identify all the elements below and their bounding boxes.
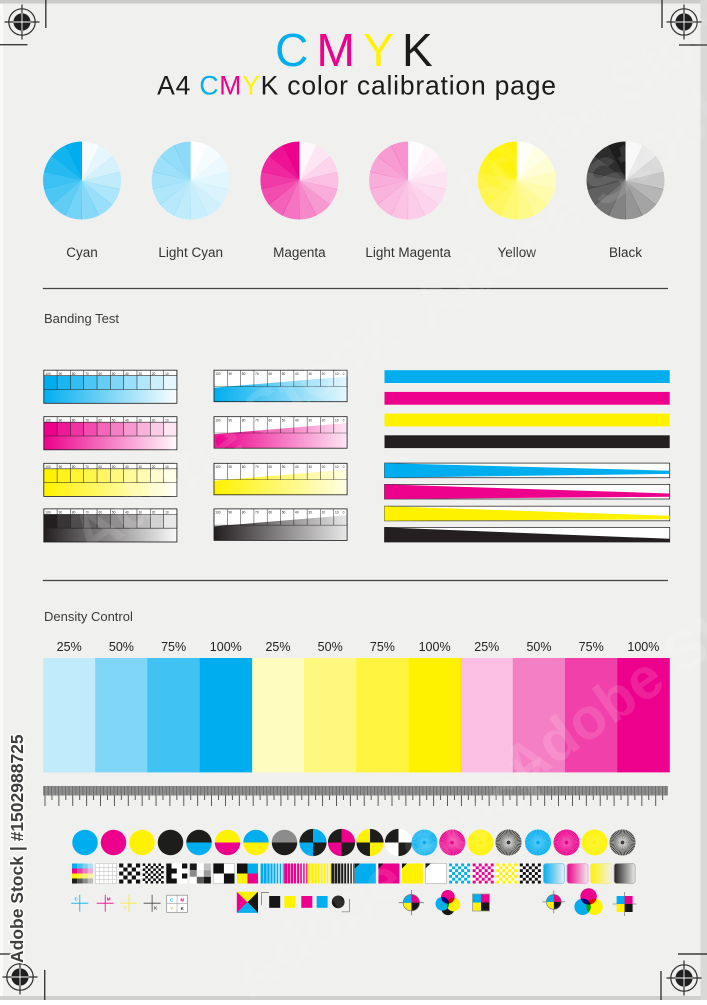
svg-text:10: 10 — [165, 372, 169, 376]
svg-text:30: 30 — [138, 418, 142, 422]
svg-text:50%: 50% — [109, 640, 134, 654]
svg-text:90: 90 — [229, 372, 233, 376]
svg-text:30: 30 — [308, 511, 312, 515]
svg-text:50: 50 — [282, 511, 286, 515]
svg-text:100: 100 — [45, 372, 51, 376]
svg-text:Y: Y — [170, 906, 173, 911]
svg-text:50: 50 — [112, 465, 116, 469]
svg-text:70: 70 — [85, 465, 89, 469]
svg-text:70: 70 — [255, 465, 259, 469]
svg-text:40: 40 — [295, 465, 299, 469]
svg-text:Black: Black — [609, 245, 642, 260]
svg-text:Banding Test: Banding Test — [44, 311, 119, 326]
svg-text:20: 20 — [322, 465, 326, 469]
svg-text:10: 10 — [165, 418, 169, 422]
svg-text:Y: Y — [124, 906, 127, 911]
svg-text:100%: 100% — [210, 640, 242, 654]
svg-text:Cyan: Cyan — [66, 245, 98, 260]
svg-text:60: 60 — [268, 511, 272, 515]
svg-text:M: M — [180, 898, 184, 903]
svg-text:Adobe Stock | #1502988725: Adobe Stock | #1502988725 — [7, 734, 27, 963]
svg-text:40: 40 — [295, 511, 299, 515]
svg-text:25%: 25% — [265, 640, 290, 654]
svg-text:20: 20 — [322, 511, 326, 515]
svg-text:20: 20 — [152, 372, 156, 376]
svg-text:60: 60 — [268, 465, 272, 469]
svg-text:50: 50 — [112, 418, 116, 422]
svg-text:50%: 50% — [526, 640, 551, 654]
svg-text:60: 60 — [99, 418, 103, 422]
svg-text:10: 10 — [335, 465, 339, 469]
svg-text:60: 60 — [99, 372, 103, 376]
svg-text:90: 90 — [59, 418, 63, 422]
svg-text:CMYK: CMYK — [275, 24, 441, 76]
svg-text:30: 30 — [308, 465, 312, 469]
svg-text:10: 10 — [335, 511, 339, 515]
svg-text:75%: 75% — [370, 640, 395, 654]
svg-text:50: 50 — [282, 465, 286, 469]
svg-text:80: 80 — [72, 465, 76, 469]
svg-text:M: M — [107, 897, 111, 902]
svg-text:30: 30 — [138, 372, 142, 376]
svg-text:25%: 25% — [474, 640, 499, 654]
svg-text:Light Cyan: Light Cyan — [158, 245, 223, 260]
svg-text:100%: 100% — [419, 640, 451, 654]
svg-text:0: 0 — [343, 511, 345, 515]
svg-text:40: 40 — [125, 418, 129, 422]
svg-text:60: 60 — [99, 465, 103, 469]
svg-text:90: 90 — [59, 372, 63, 376]
svg-text:0: 0 — [343, 418, 345, 422]
svg-text:0: 0 — [343, 465, 345, 469]
svg-text:100: 100 — [45, 511, 51, 515]
svg-text:20: 20 — [152, 418, 156, 422]
svg-text:80: 80 — [72, 418, 76, 422]
svg-text:Magenta: Magenta — [273, 245, 326, 260]
svg-text:50: 50 — [112, 372, 116, 376]
svg-text:Density Control: Density Control — [44, 609, 133, 624]
svg-text:20: 20 — [322, 418, 326, 422]
svg-text:70: 70 — [85, 418, 89, 422]
svg-text:70: 70 — [255, 511, 259, 515]
svg-text:80: 80 — [72, 372, 76, 376]
svg-text:90: 90 — [59, 465, 63, 469]
svg-text:A4 CMYK color calibration page: A4 CMYK color calibration page — [157, 71, 557, 101]
svg-text:100: 100 — [215, 511, 221, 515]
svg-text:50%: 50% — [318, 640, 343, 654]
svg-text:10: 10 — [335, 418, 339, 422]
svg-text:80: 80 — [242, 372, 246, 376]
svg-text:100: 100 — [45, 418, 51, 422]
svg-text:75%: 75% — [579, 640, 604, 654]
svg-text:40: 40 — [125, 372, 129, 376]
svg-text:25%: 25% — [57, 640, 82, 654]
svg-text:70: 70 — [85, 372, 89, 376]
svg-text:100: 100 — [45, 465, 51, 469]
svg-text:90: 90 — [229, 511, 233, 515]
svg-text:75%: 75% — [161, 640, 186, 654]
svg-text:100: 100 — [215, 372, 221, 376]
svg-text:80: 80 — [242, 511, 246, 515]
